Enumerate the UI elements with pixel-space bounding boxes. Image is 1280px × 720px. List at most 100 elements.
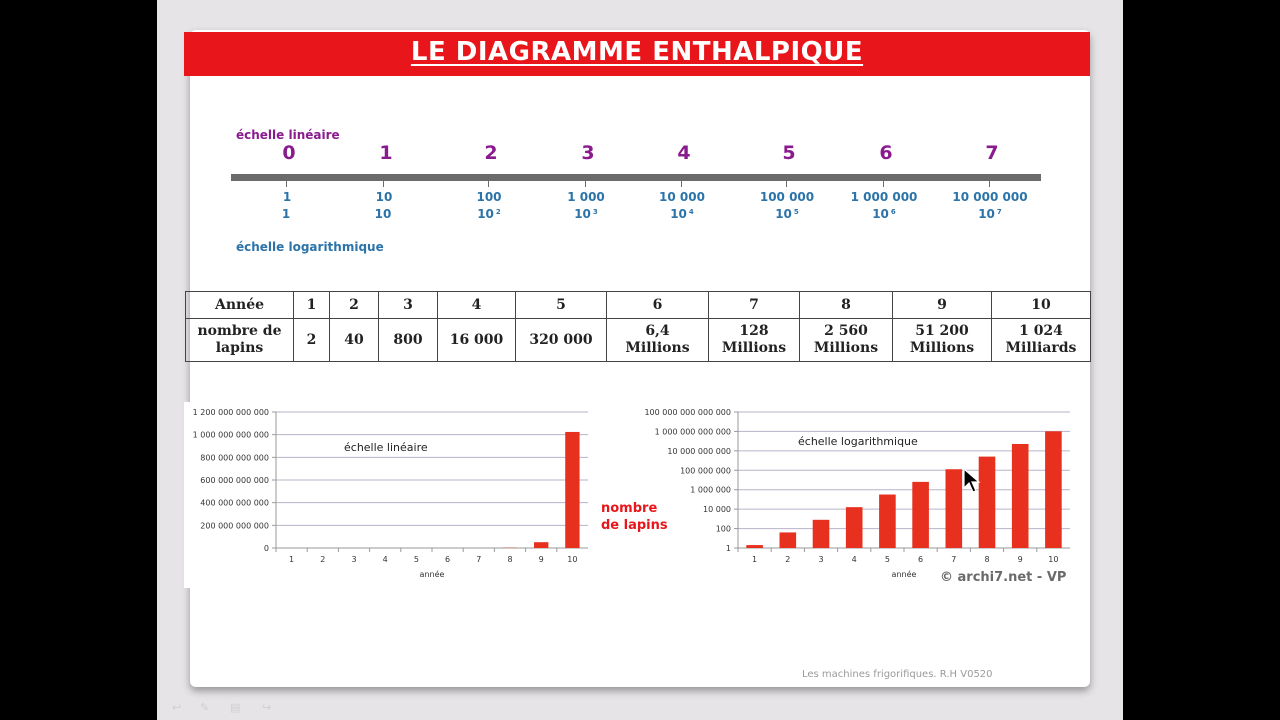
table-header-cell: 2 — [329, 291, 379, 319]
log-scale-power: 10 4 — [622, 207, 742, 221]
slide-footer: Les machines frigorifiques. R.H V0520 — [802, 669, 993, 680]
mouse-cursor-icon — [963, 468, 981, 493]
x-tick-label: 4 — [383, 555, 388, 564]
y-tick-label: 10 000 — [703, 505, 731, 514]
cell-line: Millions — [813, 340, 879, 356]
bar — [845, 507, 863, 548]
cell-line: 6,4 — [645, 323, 670, 339]
y-tick-label: 800 000 000 000 — [200, 453, 269, 462]
x-tick-label: 5 — [414, 555, 419, 564]
log-scale-power: 10 5 — [727, 207, 847, 221]
log-scale-value: 10 000 000 — [952, 190, 1028, 204]
x-tick-label: 1 — [752, 555, 757, 564]
power-base: 10 — [775, 207, 792, 221]
x-tick-label: 8 — [507, 555, 512, 564]
table-header-label: Année — [185, 291, 294, 319]
table-header-cell: 1 — [293, 291, 330, 319]
x-tick-label: 10 — [567, 555, 577, 564]
pen-icon[interactable]: ✎ — [200, 701, 210, 714]
bar — [565, 431, 580, 548]
x-tick-label: 6 — [445, 555, 450, 564]
table-cell: 51 200 Millions — [892, 318, 992, 362]
chart-background — [632, 402, 1082, 588]
power-exponent: 6 — [890, 208, 896, 216]
power-exponent: 7 — [996, 208, 1002, 216]
log-scale-value: 100 — [476, 190, 502, 204]
bar — [746, 545, 763, 548]
y-tick-label: 1 000 000 000 000 — [655, 427, 731, 436]
cell-line: 320 000 — [529, 331, 593, 348]
table-header-cell: 10 — [991, 291, 1091, 319]
scale-tick — [488, 181, 489, 187]
power-exponent: 4 — [688, 208, 694, 216]
power-base: 10 — [477, 207, 494, 221]
table-header-cell: 4 — [437, 291, 516, 319]
scale-tick — [786, 181, 787, 187]
linear-scale-number: 5 — [782, 142, 796, 164]
table-header-cell: 6 — [606, 291, 709, 319]
x-tick-label: 5 — [885, 555, 890, 564]
log-scale-value: 1 000 000 — [850, 190, 918, 204]
log-scale-power: 10 — [324, 207, 444, 221]
bar — [1011, 443, 1029, 548]
bar — [1045, 431, 1062, 548]
y-tick-label: 400 000 000 000 — [200, 499, 269, 508]
table-row-label: nombre de lapins — [185, 318, 294, 362]
x-tick-label: 3 — [351, 555, 356, 564]
y-tick-label: 600 000 000 000 — [200, 476, 269, 485]
cell-line: 2 — [306, 331, 317, 348]
linear-scale-number: 3 — [581, 142, 595, 164]
table-header-cell: 5 — [515, 291, 607, 319]
x-tick-label: 10 — [1048, 555, 1058, 564]
table-cell: 2 560 Millions — [799, 318, 893, 362]
log-scale-value: 100 000 — [759, 190, 815, 204]
row-label-line: lapins — [215, 340, 264, 356]
table-header-cell: 3 — [378, 291, 438, 319]
y-tick-label: 100 — [716, 525, 731, 534]
x-tick-label: 7 — [951, 555, 956, 564]
linear-scale-label: échelle linéaire — [236, 128, 340, 142]
back-arrow-icon[interactable]: ↩ — [172, 701, 182, 714]
y-tick-label: 1 — [726, 544, 731, 553]
x-axis-label: année — [892, 569, 917, 579]
linear-scale-number: 0 — [282, 142, 296, 164]
cell-line: Milliards — [1005, 340, 1077, 356]
bar — [812, 519, 830, 548]
linear-bar-chart: 0 200 000 000 000 400 000 000 000 600 000 0… — [184, 402, 592, 588]
y-tick-label: 100 000 000 000 000 — [644, 408, 731, 417]
table-header-cell: 9 — [892, 291, 992, 319]
y-tick-label: 200 000 000 000 — [200, 521, 269, 530]
log-scale-value: 10 000 — [659, 190, 705, 204]
table-row: nombre de lapins 2 40 800 16 000 320 000 6,4 Mil… — [185, 318, 1091, 362]
linear-scale-number: 4 — [677, 142, 691, 164]
forward-arrow-icon[interactable]: ↪ — [262, 701, 272, 714]
title-banner: LE DIAGRAMME ENTHALPIQUE — [184, 32, 1090, 76]
x-tick-label: 1 — [289, 555, 294, 564]
x-tick-label: 2 — [320, 555, 325, 564]
log-scale-value: 1 000 — [567, 190, 605, 204]
rabbits-label-line2: de lapins — [601, 518, 668, 533]
scale-axis-bar — [231, 174, 1041, 181]
power-base: 10 — [574, 207, 591, 221]
scale-tick — [383, 181, 384, 187]
table-cell: 40 — [329, 318, 379, 362]
table-cell: 320 000 — [515, 318, 607, 362]
scale-tick — [585, 181, 586, 187]
row-label-line: nombre de — [197, 323, 282, 339]
table-header-cell: 8 — [799, 291, 893, 319]
bar — [879, 494, 896, 548]
x-tick-label: 9 — [1018, 555, 1023, 564]
linear-scale-number: 2 — [484, 142, 498, 164]
menu-icon[interactable]: ▤ — [230, 701, 241, 714]
log-scale-power: 10 3 — [526, 207, 646, 221]
table-cell: 2 — [293, 318, 330, 362]
log-bar-chart: 1 100 10 000 1 000 000 100 000 000 10 000 000… — [632, 402, 1082, 588]
log-scale-power: 10 6 — [824, 207, 944, 221]
scale-tick — [883, 181, 884, 187]
table-cell: 6,4 Millions — [606, 318, 709, 362]
credit-text: © archi7.net - VP — [940, 570, 1067, 585]
linear-scale-number: 7 — [985, 142, 999, 164]
scale-tick — [286, 181, 287, 187]
cell-line: Millions — [721, 340, 787, 356]
scale-tick — [681, 181, 682, 187]
